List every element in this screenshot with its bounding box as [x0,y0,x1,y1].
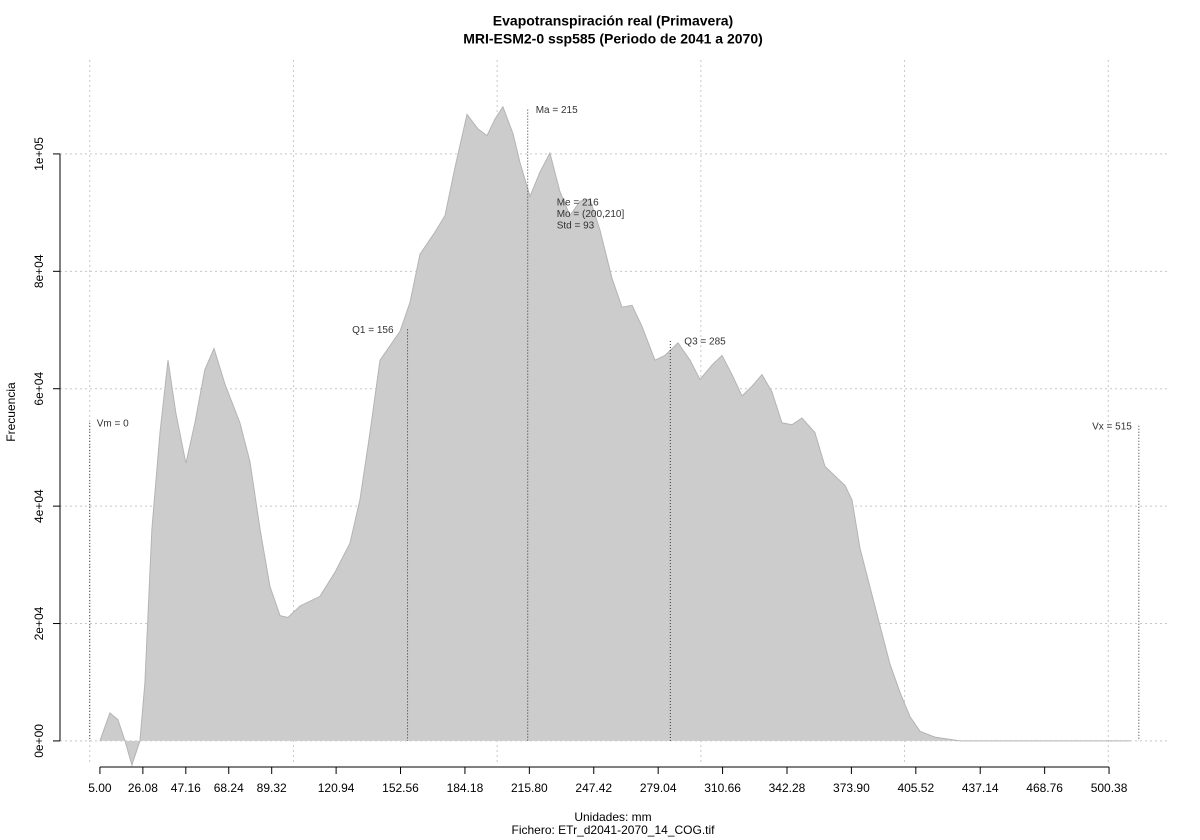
x-tick-label: 500.38 [1091,781,1128,795]
x-tick-label: 120.94 [318,781,355,795]
x-tick-label: 279.04 [640,781,677,795]
y-tick-label: 0e+00 [32,724,46,758]
x-tick-label: 5.00 [88,781,112,795]
x-tick-label: 215.80 [511,781,548,795]
density-line [99,105,1131,767]
x-tick-label: 68.24 [214,781,244,795]
stats-label: Std = 93 [557,221,595,232]
annotation-label: Q3 = 285 [684,337,726,348]
x-tick-label: 152.56 [382,781,419,795]
x-tick-label: 184.18 [447,781,484,795]
chart-title: Evapotranspiración real (Primavera) [493,13,733,29]
annotation-label: Ma = 215 [536,105,578,116]
stats-label: Me = 216 [557,198,599,209]
x-tick-label: 47.16 [171,781,201,795]
annotation-label: Q1 = 156 [352,325,394,336]
annotation-label: Vm = 0 [97,418,129,429]
y-tick-label: 4e+04 [32,489,46,523]
x-tick-label: 26.08 [128,781,158,795]
x-tick-label: 247.42 [575,781,612,795]
chart-subtitle: MRI-ESM2-0 ssp585 (Periodo de 2041 a 207… [463,31,763,47]
x-tick-label: 405.52 [897,781,934,795]
x-tick-label: 373.90 [833,781,870,795]
x-tick-label: 342.28 [769,781,806,795]
caption: Fichero: ETr_d2041-2070_14_COG.tif [512,823,716,837]
x-tick-label: 468.76 [1026,781,1063,795]
y-tick-label: 2e+04 [32,606,46,640]
x-tick-label: 89.32 [257,781,287,795]
y-tick-label: 8e+04 [32,254,46,288]
x-tick-label: 310.66 [704,781,741,795]
y-tick-label: 1e+05 [32,137,46,171]
density-area [99,106,1131,765]
x-tick-label: 437.14 [962,781,999,795]
y-tick-label: 6e+04 [32,372,46,406]
annotation-label: Vx = 515 [1092,421,1132,432]
stats-label: Mo = (200,210] [557,209,625,220]
x-axis-label: Unidades: mm [574,810,651,824]
y-axis-label: Frecuencia [4,382,18,442]
